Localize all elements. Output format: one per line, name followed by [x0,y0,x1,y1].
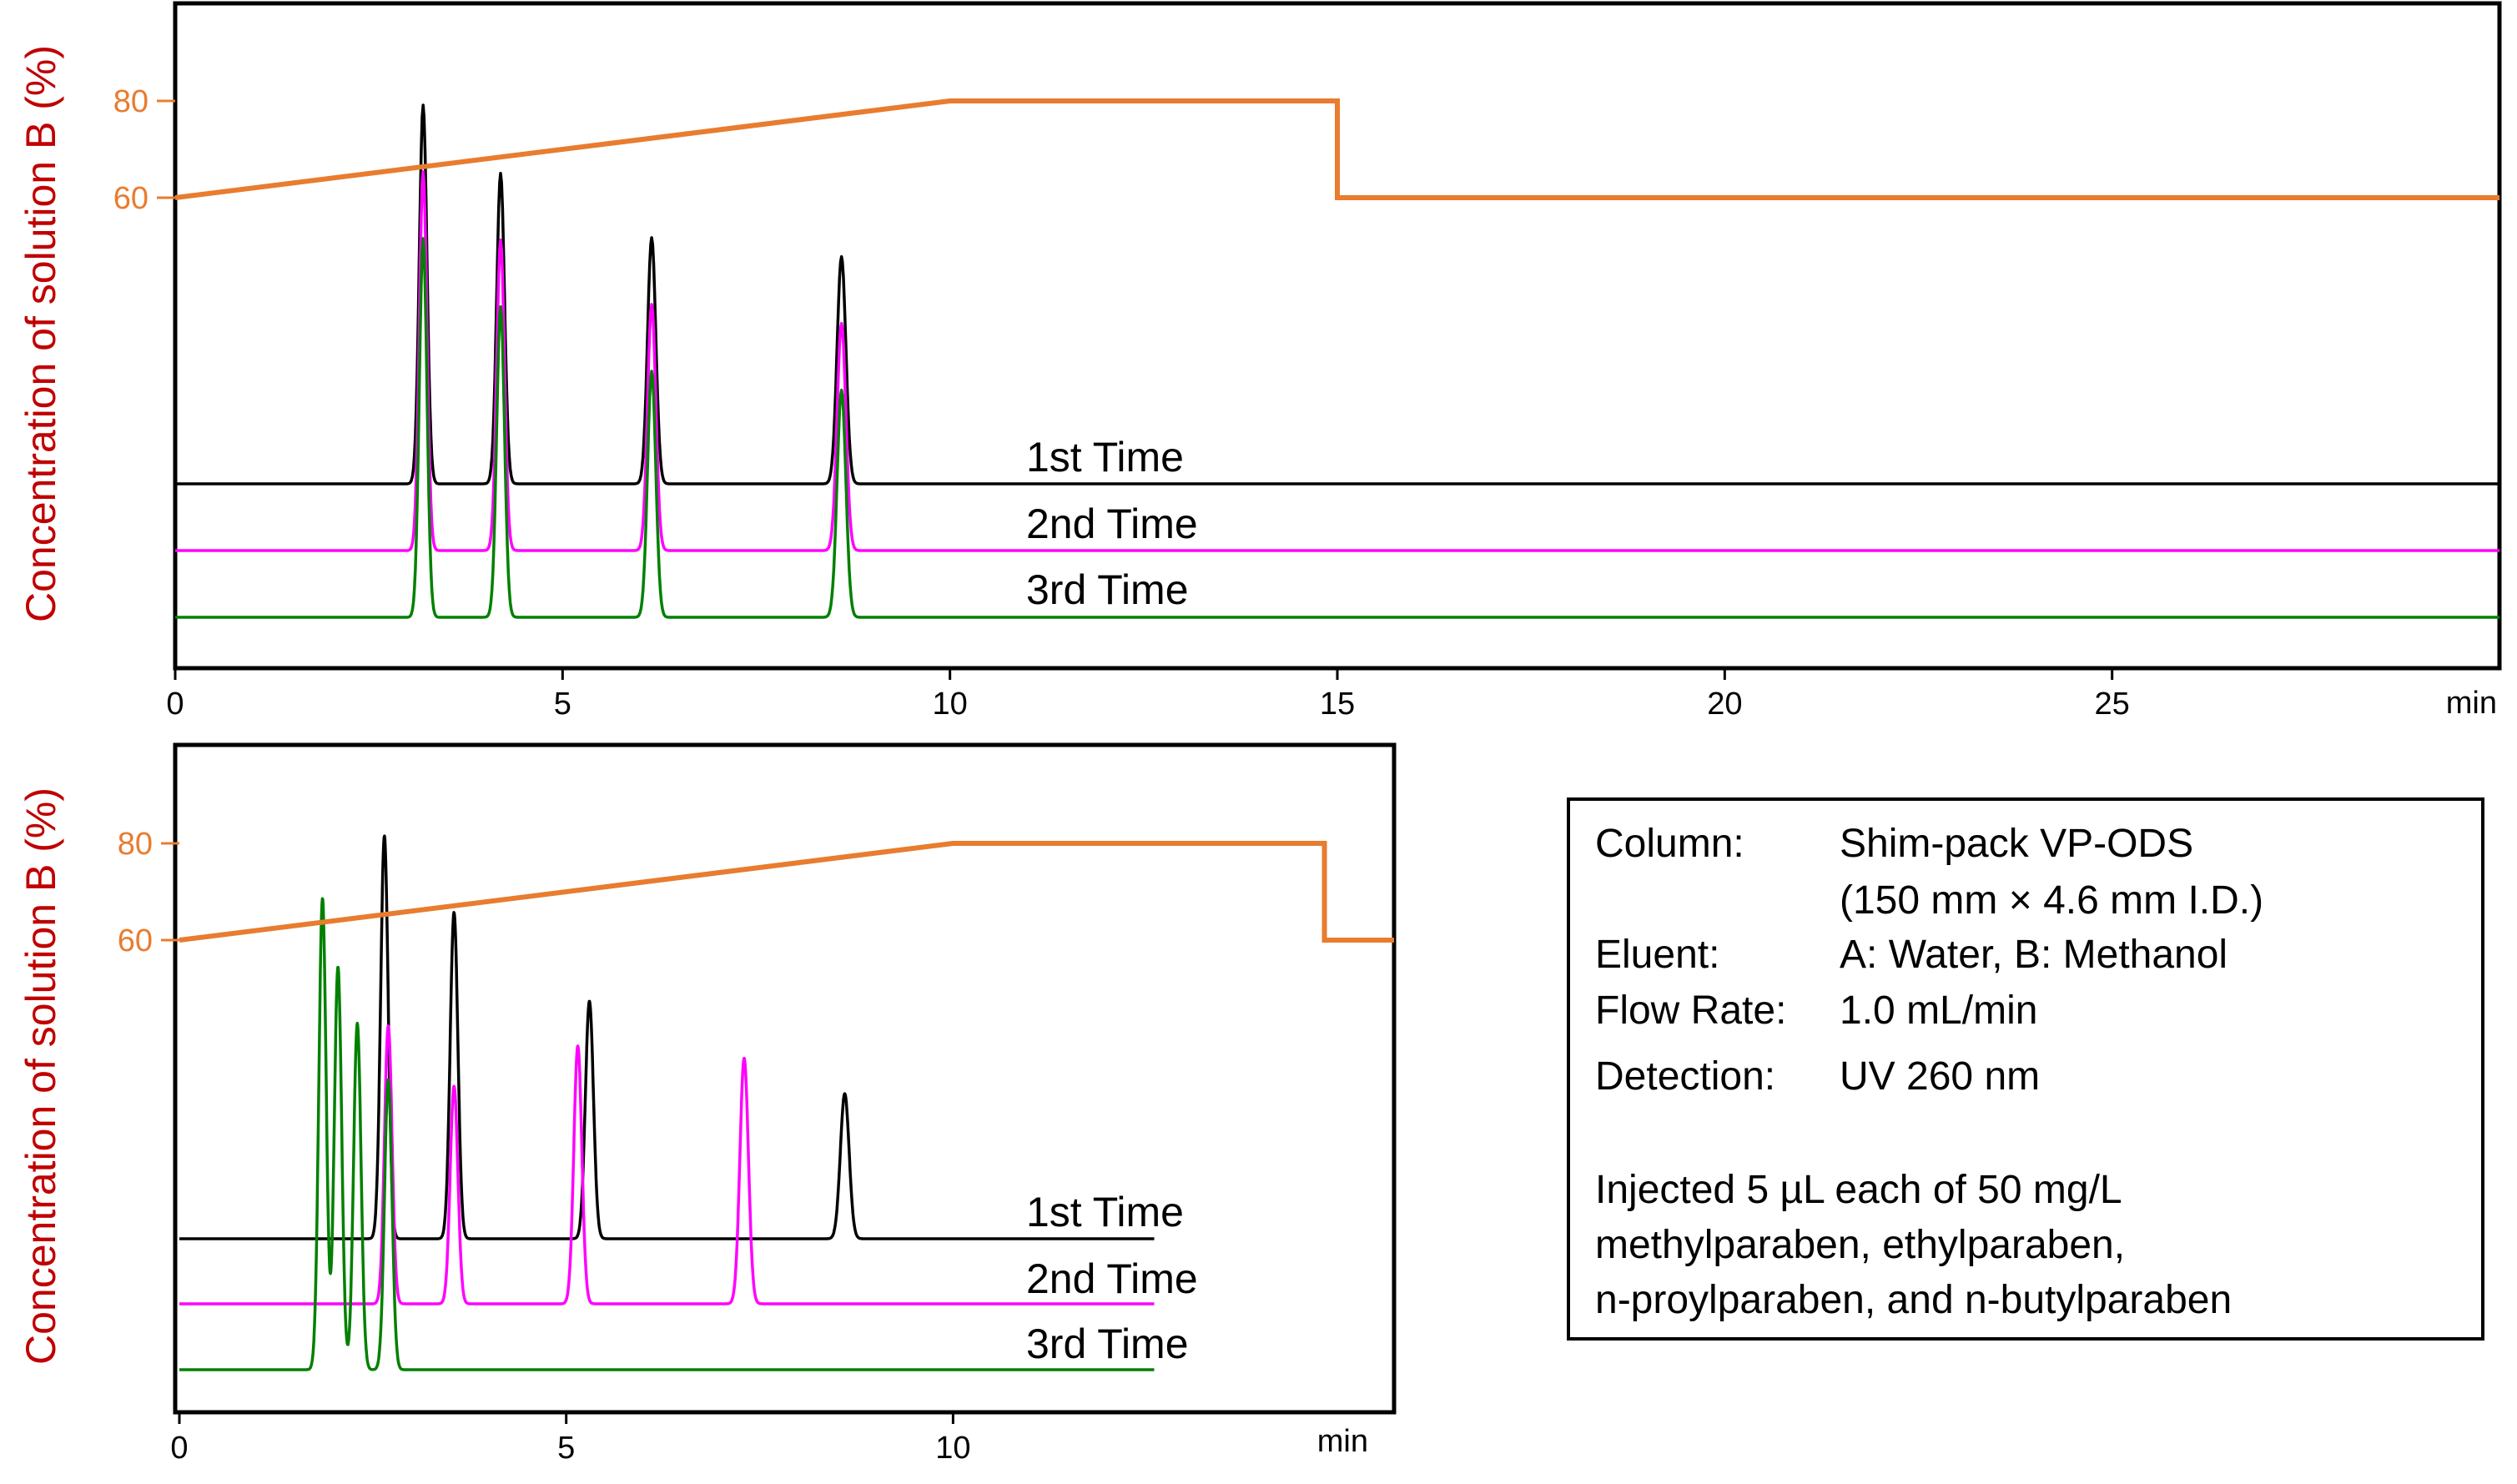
top-x-tick-label-5: 25 [2095,687,2130,722]
top-series-label-1: 1st Time [1026,434,1184,480]
bottom-series-label-2: 2nd Time [1026,1255,1198,1302]
bot-trace-1 [178,834,1155,1240]
bottom-series-label-1: 1st Time [1026,1189,1184,1235]
detection-value: UV 260 nm [1840,1054,2040,1099]
flow-rate-label: Flow Rate: [1595,988,1786,1033]
top-series-label-2: 2nd Time [1026,501,1198,547]
eluent-label: Eluent: [1595,933,1719,977]
injection-note-line-1: Injected 5 µL each of 50 mg/L [1595,1168,2122,1212]
conditions-box: Column: Shim-pack VP-ODS (150 mm × 4.6 m… [1567,797,2484,1341]
bot-gradient-tick-label-0: 60 [118,923,153,958]
bottom-chart: Concentration of solution B (%) 60 80 0 5 1… [18,742,1397,1466]
conditions-frame [1567,797,2484,1341]
injection-note-line-3: n-proylparaben, and n-butylparaben [1595,1278,2232,1322]
flow-rate-value: 1.0 mL/min [1840,988,2037,1033]
top-trace-3 [174,237,2500,619]
column-dimensions: (150 mm × 4.6 mm I.D.) [1840,878,2263,923]
bottom-plot-frame [173,742,1397,1415]
bottom-x-unit-label: min [1317,1424,1368,1459]
bottom-y-axis-label: Concentration of solution B (%) [18,787,64,1365]
top-gradient-tick-label-1: 80 [113,84,149,119]
eluent-value: A: Water, B: Methanol [1840,933,2228,977]
bot-x-tick-label-2: 10 [935,1431,970,1466]
top-trace-2 [174,170,2500,552]
bottom-gradient-line [179,841,1394,943]
top-x-tick-label-4: 20 [1707,687,1742,722]
bottom-series-label-3: 3rd Time [1026,1321,1189,1367]
injection-note-line-2: methylparaben, ethylparaben, [1595,1223,2125,1267]
bot-trace-3 [178,897,1155,1371]
top-gradient-tick-label-0: 60 [113,181,149,216]
top-x-tick-label-2: 10 [933,687,968,722]
bot-trace-2 [178,1024,1155,1305]
column-label: Column: [1595,822,1744,866]
bot-x-tick-label-1: 5 [557,1431,575,1466]
top-series-label-3: 3rd Time [1026,566,1189,613]
top-trace-1 [174,103,2500,485]
bot-x-tick-label-0: 0 [170,1431,188,1466]
top-x-tick-label-3: 15 [1320,687,1355,722]
bot-gradient-tick-label-1: 80 [118,827,153,862]
top-gradient-line [174,98,2499,200]
top-x-tick-label-1: 5 [554,687,571,722]
top-y-axis-label: Concentration of solution B (%) [18,45,64,622]
column-value: Shim-pack VP-ODS [1840,822,2193,866]
detection-label: Detection: [1595,1054,1775,1099]
top-x-tick-label-0: 0 [166,687,184,722]
top-x-unit-label: min [2446,686,2497,721]
top-chart: Concentration of solution B (%) 60 80 0 5 1… [18,1,2502,722]
